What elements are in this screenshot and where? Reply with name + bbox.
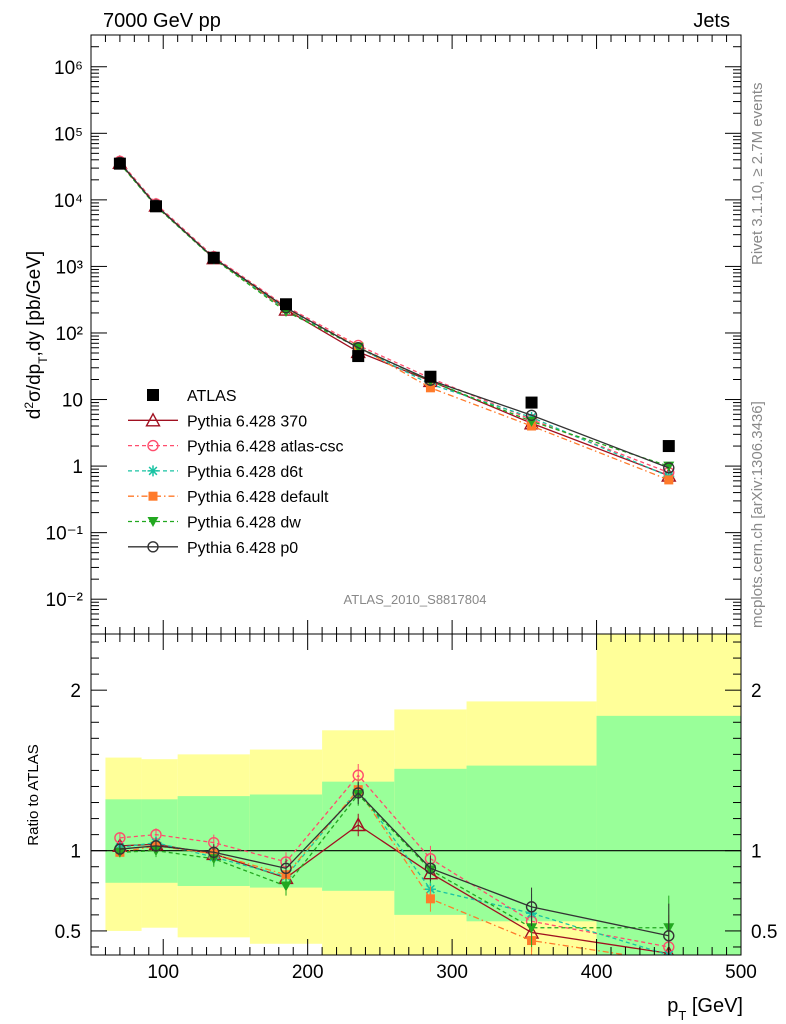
ratio-uncertainty-bands (105, 634, 741, 955)
ratio-panel: 0.5 0.5 1 1 2 2 100 200 300 400 500 (55, 633, 777, 983)
legend-label: Pythia 6.428 p0 (187, 540, 298, 557)
legend-label: Pythia 6.428 370 (187, 413, 307, 430)
series-point (663, 462, 675, 474)
legend-marker (147, 389, 159, 401)
ratio-series-point (525, 901, 538, 913)
series-pythia-6-428-d6t (114, 157, 675, 482)
data-point (352, 350, 365, 363)
data-point (525, 396, 538, 409)
ratio-series-point (280, 881, 292, 892)
y-tick-label: 10⁻² (46, 590, 84, 611)
series-atlas-data (113, 157, 675, 453)
legend: ATLAS Pythia 6.428 370 Pythia 6.428 atlas-… (128, 388, 344, 557)
data-point (280, 298, 292, 311)
ratio-y-tick-label-right: 0.5 (751, 922, 777, 943)
x-tick-label: 400 (581, 962, 613, 983)
ratio-series-line (119, 824, 669, 955)
ratio-axes: 0.5 0.5 1 1 2 2 100 200 300 400 500 (55, 633, 777, 983)
y-tick-label: 10³ (56, 257, 83, 278)
legend-label: Pythia 6.428 d6t (187, 464, 303, 481)
ratio-series-point (664, 957, 673, 966)
legend-marker (147, 517, 159, 527)
ratio-series-group (112, 764, 675, 966)
ratio-series-point (352, 787, 364, 799)
ratio-band-inner (141, 799, 178, 883)
ratio-plot-area (91, 764, 741, 966)
ratio-series-point (350, 817, 366, 832)
data-point (662, 440, 675, 453)
ratio-series-point (280, 862, 292, 875)
ratio-y-tick-label: 1 (70, 842, 81, 863)
data-point (150, 200, 162, 213)
analysis-label: ATLAS_2010_S8817804 (344, 592, 487, 607)
series-point (664, 475, 674, 485)
series-point (425, 383, 435, 393)
series-pythia-6-428-370 (112, 154, 677, 482)
data-point (207, 251, 220, 264)
y-tick-label: 10⁴ (54, 191, 83, 212)
ratio-series-point (663, 945, 674, 955)
legend-label: ATLAS (187, 388, 237, 405)
series-pythia-6-428-default (115, 159, 674, 485)
ratio-frame (90, 633, 742, 956)
x-tick-label: 500 (725, 962, 757, 983)
series-line (119, 160, 670, 474)
x-axis-label: pT [GeV] (667, 995, 743, 1023)
series-line (119, 162, 670, 469)
main-plot-area (112, 154, 677, 485)
x-tick-label: 200 (292, 962, 324, 983)
ratio-series-point (208, 846, 220, 858)
ratio-series-pythia-6-428-p0 (114, 781, 675, 955)
ratio-series-point (425, 894, 435, 904)
main-panel: 10⁻² 10⁻¹ 1 10 10² 10³ 10⁴ 10⁵ 10⁶ ATLAS_2010_S8… (46, 34, 742, 635)
ratio-y-tick-label-right: 1 (751, 842, 762, 863)
legend-marker (147, 465, 159, 477)
ratio-y-tick-label-right: 2 (751, 681, 762, 702)
legend-marker (148, 491, 158, 501)
series-line (119, 163, 670, 481)
series-point (525, 409, 538, 421)
rivet-version-label: Rivet 3.1.10, ≥ 2.7M events (749, 83, 766, 266)
y-axis-label-top: d2σ/dpT,dy [pb/GeV] (22, 251, 50, 419)
data-point (424, 370, 437, 383)
legend-marker (145, 412, 161, 427)
legend-label: Pythia 6.428 atlas-csc (187, 439, 344, 456)
ratio-series-point (663, 930, 675, 942)
y-tick-label: 10 (62, 391, 83, 412)
ratio-y-tick-label: 2 (70, 681, 81, 702)
y-axis-label-bottom: Ratio to ATLAS (25, 744, 42, 845)
legend-marker (147, 439, 159, 452)
x-tick-label: 100 (147, 962, 179, 983)
header-right-label: Jets (693, 10, 730, 32)
ratio-series-line (119, 791, 669, 937)
y-tick-label: 10⁵ (54, 124, 83, 145)
y-tick-label: 1 (72, 457, 83, 478)
ratio-series-point (150, 840, 162, 852)
main-axes: 10⁻² 10⁻¹ 1 10 10² 10³ 10⁴ 10⁵ 10⁶ (46, 34, 742, 635)
legend-label: Pythia 6.428 dw (187, 515, 301, 532)
x-tick-label: 300 (436, 962, 468, 983)
y-tick-label: 10² (56, 324, 83, 345)
legend-label: Pythia 6.428 default (187, 489, 329, 506)
ratio-series-point (526, 923, 538, 934)
ratio-series-point (424, 862, 437, 875)
y-tick-label: 10⁻¹ (46, 524, 84, 545)
legend-marker (147, 541, 159, 553)
ratio-y-tick-label: 0.5 (55, 922, 81, 943)
header-left-label: 7000 GeV pp (103, 10, 221, 32)
ratio-series-point (114, 843, 126, 855)
ratio-series-line (119, 774, 669, 948)
mcplots-label: mcplots.cern.ch [arXiv:1306.3436] (749, 401, 766, 628)
data-point (113, 157, 126, 170)
y-tick-label: 10⁶ (54, 58, 83, 79)
ratio-series-line (119, 793, 669, 929)
